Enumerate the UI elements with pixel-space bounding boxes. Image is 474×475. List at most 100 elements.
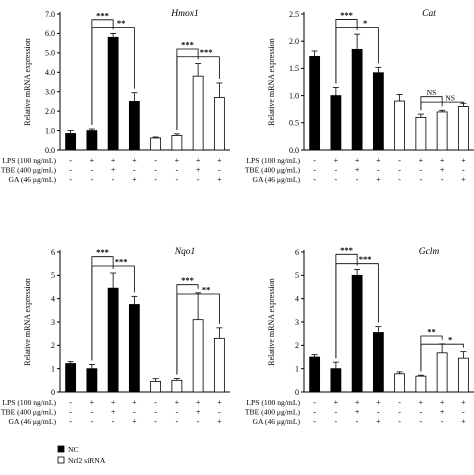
condition-sign: + (461, 417, 466, 426)
bar (107, 36, 119, 151)
condition-sign: - (154, 175, 157, 184)
chart-title: Gclm (419, 247, 440, 257)
condition-sign: - (69, 156, 72, 165)
condition-row-label: TBE (400 μg/mL) (245, 408, 301, 417)
condition-sign: - (313, 175, 316, 184)
condition-sign: + (217, 398, 222, 407)
significance-label: ** (202, 285, 211, 295)
y-axis-label: Relative mRNA expression (267, 38, 276, 126)
significance-label: *** (200, 47, 213, 57)
bar (457, 357, 469, 393)
bar (150, 137, 162, 151)
condition-sign: + (217, 417, 222, 426)
bar (171, 135, 183, 151)
condition-sign: + (461, 175, 466, 184)
condition-sign: + (217, 156, 222, 165)
significance-label: ** (427, 327, 436, 337)
bar (372, 332, 384, 393)
condition-sign: + (217, 175, 222, 184)
condition-row-label: TBE (400 μg/mL) (245, 166, 301, 175)
condition-sign: - (69, 166, 72, 175)
bar (394, 373, 406, 393)
significance-label: *** (96, 10, 109, 20)
bar (415, 116, 427, 151)
y-tick-label: 7.0 (45, 10, 55, 19)
condition-row-label: LPS (100 ng/mL) (2, 156, 56, 165)
condition-row-label: GA (46 μg/mL) (252, 417, 300, 426)
condition-sign: - (398, 417, 401, 426)
y-tick-label: 4 (295, 294, 299, 303)
condition-sign: - (91, 408, 94, 417)
condition-sign: - (398, 175, 401, 184)
condition-row-label: LPS (100 ng/mL) (2, 398, 56, 407)
condition-sign: - (69, 408, 72, 417)
legend-swatch (57, 445, 65, 453)
significance-label: *** (115, 257, 128, 267)
condition-sign: + (440, 156, 445, 165)
condition-sign: - (197, 417, 200, 426)
condition-sign: + (111, 156, 116, 165)
y-tick-label: 2 (51, 341, 55, 350)
significance-bracket (176, 293, 220, 375)
condition-sign: + (376, 156, 381, 165)
y-tick-label: 1 (295, 364, 299, 373)
y-tick-label: 6.0 (45, 29, 55, 38)
legend: NC Nrf2 siRNA (57, 445, 106, 465)
condition-row-label: LPS (100 ng/mL) (246, 398, 300, 407)
significance-label: * (448, 335, 452, 345)
condition-sign: - (154, 408, 157, 417)
condition-row-label: GA (46 μg/mL) (252, 175, 300, 184)
significance-label: *** (340, 10, 353, 20)
bar (436, 352, 448, 393)
condition-sign: - (335, 408, 338, 417)
condition-sign: + (196, 408, 201, 417)
condition-sign: - (377, 166, 380, 175)
condition-sign: - (335, 166, 338, 175)
significance-label: *** (181, 39, 194, 49)
bar (309, 56, 321, 151)
condition-sign: - (218, 408, 221, 417)
y-tick-label: 2.0 (45, 107, 55, 116)
condition-sign: - (69, 417, 72, 426)
significance-bracket (91, 27, 135, 126)
condition-sign: - (377, 408, 380, 417)
bar (86, 130, 98, 151)
y-tick-label: 2 (295, 341, 299, 350)
condition-sign: - (154, 156, 157, 165)
condition-row-label: GA (46 μg/mL) (8, 417, 56, 426)
condition-sign: - (335, 175, 338, 184)
condition-sign: - (462, 408, 465, 417)
bar (171, 379, 183, 393)
y-tick-label: 0.5 (289, 119, 299, 128)
bar (65, 363, 77, 393)
y-tick-label: 3 (295, 318, 299, 327)
bar (213, 97, 225, 151)
bar (394, 100, 406, 151)
bar (192, 75, 204, 151)
condition-sign: - (197, 175, 200, 184)
y-tick-label: 4.0 (45, 68, 55, 77)
condition-sign: + (461, 398, 466, 407)
y-tick-label: 3 (51, 318, 55, 327)
legend-label: Nrf2 siRNA (68, 456, 106, 465)
y-tick-label: 0.0 (289, 146, 299, 155)
condition-sign: - (176, 175, 179, 184)
condition-sign: - (133, 166, 136, 175)
bar (192, 319, 204, 393)
condition-sign: - (154, 398, 157, 407)
condition-sign: + (111, 166, 116, 175)
significance-bracket (91, 265, 135, 361)
significance-label: ** (117, 18, 126, 28)
condition-sign: - (398, 166, 401, 175)
condition-sign: - (313, 166, 316, 175)
condition-sign: + (90, 156, 95, 165)
condition-sign: - (398, 408, 401, 417)
condition-sign: - (462, 166, 465, 175)
condition-sign: - (398, 156, 401, 165)
condition-sign: - (313, 398, 316, 407)
condition-sign: - (154, 166, 157, 175)
significance-bracket (335, 263, 379, 359)
